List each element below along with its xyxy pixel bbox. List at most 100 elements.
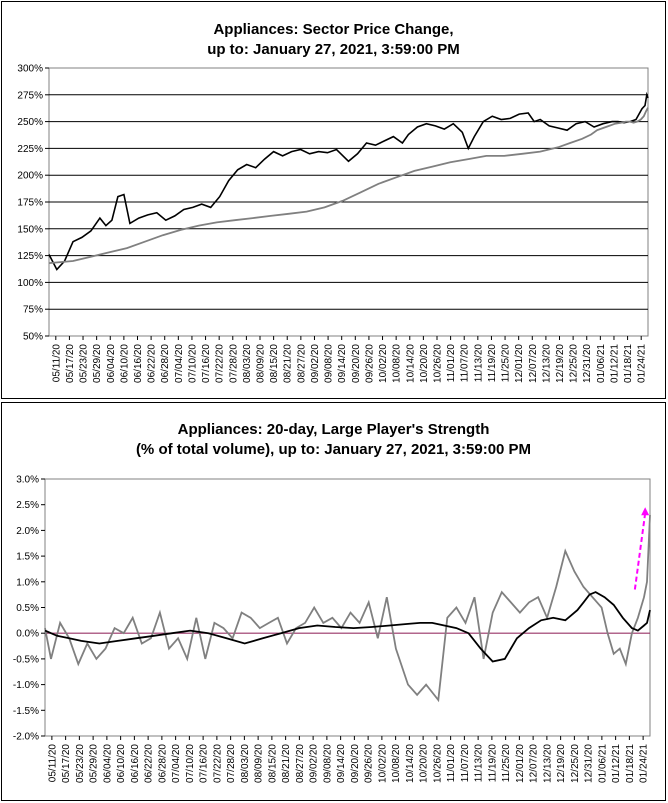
x-tick-label: 12/25/20	[569, 344, 580, 383]
x-tick-label: 06/28/20	[160, 344, 171, 383]
x-tick-label: 10/26/20	[432, 344, 443, 383]
x-tick-label: 12/01/20	[514, 344, 525, 383]
x-tick-label: 05/17/20	[61, 744, 72, 783]
x-tick-label: 06/04/20	[106, 344, 117, 383]
x-tick-label: 11/07/20	[460, 744, 471, 783]
y-tick-label: -2.0%	[13, 732, 39, 743]
x-tick-label: 07/04/20	[174, 344, 185, 383]
y-tick-label: 225%	[17, 144, 43, 155]
x-tick-label: 06/16/20	[130, 744, 141, 783]
y-tick-label: 2.5%	[16, 500, 39, 511]
x-tick-label: 08/27/20	[296, 344, 307, 383]
x-tick-label: 11/07/20	[460, 344, 471, 383]
y-tick-label: 50%	[23, 332, 43, 343]
x-tick-label: 09/14/20	[336, 744, 347, 783]
x-tick-label: 11/13/20	[474, 744, 485, 783]
price-change-chart: 50% 75% 100% 125% 150% 175% 200% 225% 250% 275% 30…	[17, 64, 649, 383]
x-tick-label: 10/26/20	[432, 744, 443, 783]
x-tick-label: 08/09/20	[254, 744, 265, 783]
x-tick-label: 11/19/20	[487, 744, 498, 783]
y-tick-label: -1.0%	[13, 680, 39, 691]
price-chart-title-line1: Appliances: Sector Price Change,	[213, 21, 454, 38]
series-line-1	[48, 107, 649, 264]
x-tick-label: 05/29/20	[89, 744, 100, 783]
y-tick-label: 275%	[17, 90, 43, 101]
x-tick-label: 05/17/20	[65, 344, 76, 383]
x-tick-label: 01/06/21	[597, 744, 608, 783]
y-tick-label: -0.5%	[13, 654, 39, 665]
y-tick-label: 200%	[17, 171, 43, 182]
x-tick-label: 12/19/20	[556, 744, 567, 783]
x-tick-label: 07/10/20	[185, 744, 196, 783]
x-tick-label: 10/14/20	[405, 344, 416, 383]
x-tick-label: 10/02/20	[377, 744, 388, 783]
strength-chart: -2.0% -1.5% -1.0% -0.5% 0.0% 0.5% 1.0% 1.5% 2.0%…	[13, 475, 651, 783]
price-chart-title-line2: up to: January 27, 2021, 3:59:00 PM	[207, 41, 460, 58]
series-line-1	[44, 591, 651, 663]
x-tick-label: 08/15/20	[267, 744, 278, 783]
y-tick-label: 250%	[17, 117, 43, 128]
x-tick-label: 12/07/20	[528, 344, 539, 383]
x-tick-label: 08/27/20	[295, 744, 306, 783]
x-tick-label: 09/26/20	[364, 744, 375, 783]
x-tick-label: 09/14/20	[337, 344, 348, 383]
x-tick-label: 12/31/20	[582, 344, 593, 383]
x-tick-label: 11/13/20	[473, 344, 484, 383]
x-tick-label: 07/16/20	[199, 744, 210, 783]
x-tick-label: 08/15/20	[269, 344, 280, 383]
x-tick-label: 11/01/20	[446, 744, 457, 783]
x-tick-label: 06/22/20	[144, 744, 155, 783]
x-tick-label: 01/12/21	[611, 744, 622, 783]
x-tick-label: 07/16/20	[201, 344, 212, 383]
x-tick-label: 06/16/20	[133, 344, 144, 383]
x-tick-label: 10/20/20	[419, 744, 430, 783]
y-tick-label: 2.0%	[16, 526, 39, 537]
trend-arrow-shaft	[633, 513, 647, 590]
x-tick-label: 07/28/20	[226, 744, 237, 783]
x-tick-label: 09/26/20	[364, 344, 375, 383]
x-tick-label: 06/22/20	[147, 344, 158, 383]
x-tick-label: 11/19/20	[487, 344, 498, 383]
x-tick-label: 12/07/20	[529, 744, 540, 783]
x-tick-label: 01/06/21	[596, 344, 607, 383]
x-tick-label: 07/10/20	[187, 344, 198, 383]
x-tick-label: 09/20/20	[351, 344, 362, 383]
x-tick-label: 07/04/20	[171, 744, 182, 783]
x-tick-label: 11/25/20	[501, 744, 512, 783]
y-tick-label: 125%	[17, 251, 43, 262]
x-tick-label: 07/22/20	[215, 344, 226, 383]
x-tick-label: 05/23/20	[79, 344, 90, 383]
x-tick-label: 01/18/21	[623, 344, 634, 383]
x-tick-label: 09/08/20	[322, 744, 333, 783]
series-line-0	[48, 91, 649, 271]
price-change-chart-panel: Appliances: Sector Price Change, up to: …	[1, 1, 666, 399]
x-tick-label: 05/23/20	[75, 744, 86, 783]
x-tick-label: 06/10/20	[116, 744, 127, 783]
x-tick-label: 10/08/20	[391, 744, 402, 783]
x-tick-label: 08/21/20	[281, 744, 292, 783]
x-tick-label: 08/03/20	[240, 744, 251, 783]
y-tick-label: 0.5%	[16, 603, 39, 614]
y-tick-label: 1.0%	[16, 577, 39, 588]
x-tick-label: 08/03/20	[242, 344, 253, 383]
y-tick-label: 100%	[17, 278, 43, 289]
strength-chart-panel: Appliances: 20-day, Large Player's Stren…	[1, 402, 666, 801]
x-tick-label: 07/28/20	[228, 344, 239, 383]
x-tick-label: 01/24/21	[637, 344, 648, 383]
y-tick-label: 300%	[17, 64, 43, 75]
x-tick-label: 06/04/20	[102, 744, 113, 783]
y-tick-label: 75%	[23, 305, 43, 316]
x-tick-label: 05/29/20	[92, 344, 103, 383]
x-tick-label: 09/02/20	[310, 344, 321, 383]
x-tick-label: 11/25/20	[501, 344, 512, 383]
y-tick-label: 175%	[17, 198, 43, 209]
y-tick-label: 1.5%	[16, 552, 39, 563]
x-tick-label: 12/19/20	[555, 344, 566, 383]
x-tick-label: 05/11/20	[51, 344, 62, 383]
x-tick-label: 11/01/20	[446, 344, 457, 383]
x-tick-label: 09/02/20	[309, 744, 320, 783]
x-tick-label: 12/13/20	[542, 744, 553, 783]
x-tick-label: 12/13/20	[541, 344, 552, 383]
x-tick-label: 09/08/20	[324, 344, 335, 383]
x-tick-label: 10/20/20	[419, 344, 430, 383]
